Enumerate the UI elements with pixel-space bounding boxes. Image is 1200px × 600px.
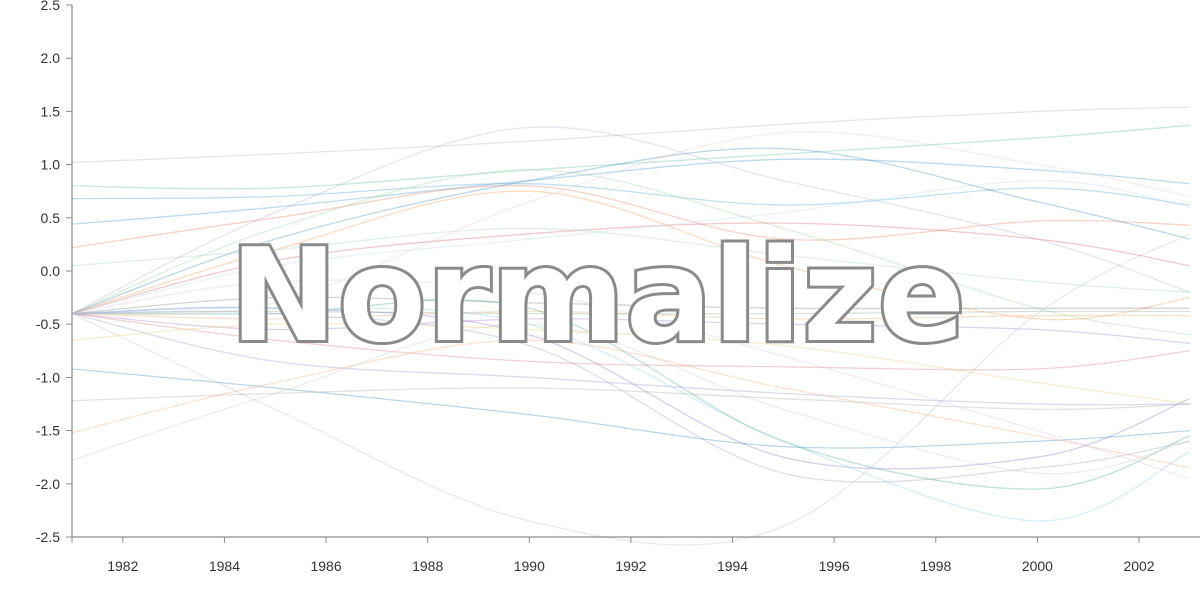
x-tick-label: 1998	[920, 558, 951, 574]
x-tick-label: 1986	[310, 558, 341, 574]
series-line-5	[71, 184, 1190, 249]
series-line-25	[71, 323, 1190, 475]
y-tick-label: 1.0	[41, 157, 61, 173]
series-line-21	[71, 233, 1191, 546]
series-line-9	[71, 190, 1190, 321]
x-tick-label: 2002	[1123, 558, 1154, 574]
y-tick-label: -2.5	[36, 529, 60, 545]
series-line-6	[71, 126, 1191, 315]
series-line-3	[71, 158, 1190, 225]
series-line-7	[71, 169, 1190, 336]
y-tick-label: 0.5	[41, 210, 61, 226]
series-line-28	[71, 179, 1190, 315]
series-line-26	[71, 323, 1190, 405]
series-line-22	[71, 368, 1190, 449]
series-line-18	[71, 306, 1191, 470]
series-line-16	[71, 312, 1190, 406]
series-line-27	[71, 227, 1190, 293]
series-line-19	[71, 307, 1191, 522]
y-axis-ticks: 2.5 2.0 1.5 1.0 0.5 0.0 -0.5 -1.0 -1.5 -2.0 -2.5	[36, 0, 72, 545]
series-line-13	[71, 310, 1190, 320]
y-tick-label: 2.5	[41, 0, 61, 13]
y-tick-label: 1.5	[41, 103, 61, 119]
series-line-4	[71, 183, 1190, 206]
x-tick-label: 1992	[615, 558, 646, 574]
y-tick-label: 2.0	[41, 50, 61, 66]
series-line-14	[71, 312, 1190, 345]
series-line-17	[71, 299, 1191, 490]
series-line-8	[71, 147, 1190, 315]
series-line-12	[71, 310, 1190, 315]
x-tick-label: 1982	[107, 558, 138, 574]
x-tick-label: 1984	[209, 558, 240, 574]
series-layer	[71, 106, 1191, 546]
series-line-20	[71, 310, 1190, 483]
x-tick-label: 1990	[514, 558, 545, 574]
series-line-10	[71, 222, 1190, 315]
y-tick-label: -1.0	[36, 369, 60, 385]
series-line-30	[71, 131, 1190, 316]
series-line-23	[71, 387, 1190, 411]
y-tick-label: -2.0	[36, 476, 60, 492]
series-line-15	[71, 312, 1190, 371]
x-tick-label: 2000	[1022, 558, 1053, 574]
series-line-11	[71, 296, 1190, 315]
series-line-24	[71, 339, 1190, 469]
series-line-1	[71, 106, 1190, 164]
y-tick-label: 0.0	[41, 263, 61, 279]
y-tick-label: -1.5	[36, 423, 60, 439]
x-tick-label: 1994	[717, 558, 748, 574]
y-tick-label: -0.5	[36, 316, 60, 332]
series-line-29	[71, 279, 1190, 480]
x-tick-label: 1996	[819, 558, 850, 574]
x-tick-label: 1988	[412, 558, 443, 574]
x-axis-ticks: 1982 1984 1986 1988 1990 1992 1994 1996 1998 2000…	[71, 537, 1155, 574]
series-line-2	[71, 124, 1190, 190]
